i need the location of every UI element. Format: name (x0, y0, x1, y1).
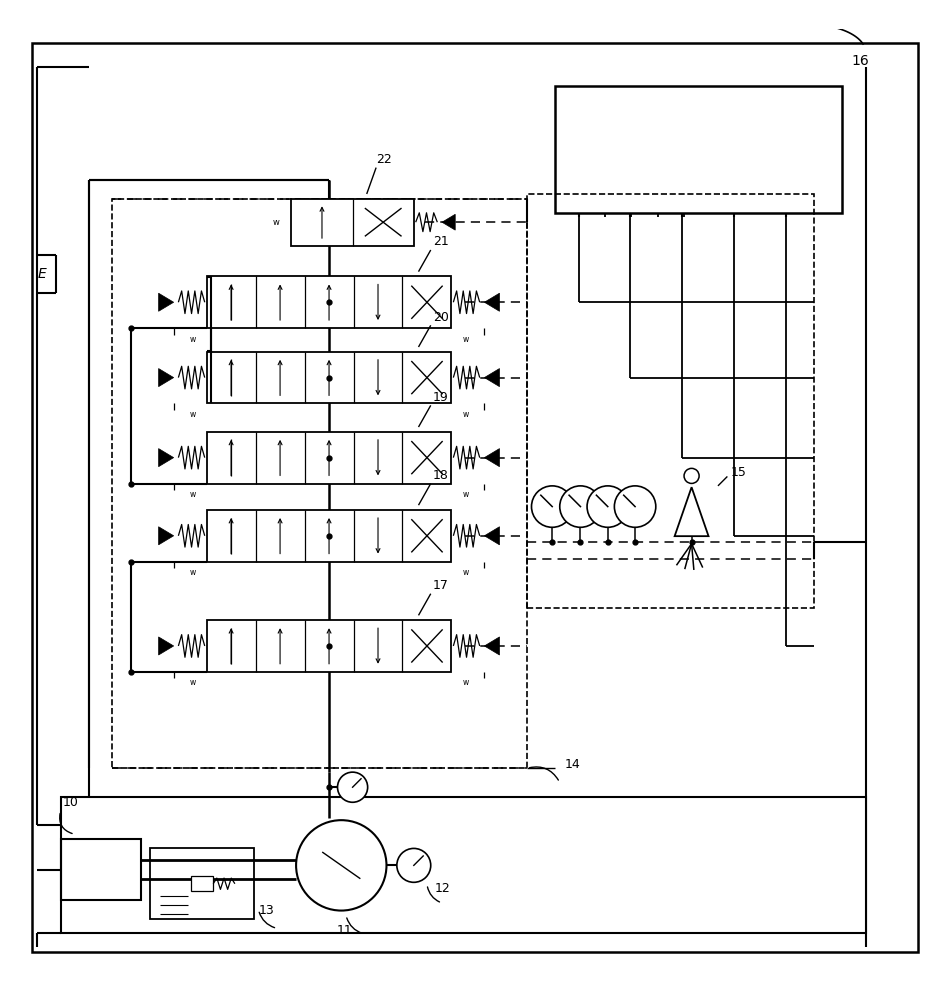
Bar (527, 194, 814, 608)
Bar (206, 620, 451, 672)
Text: 17: 17 (432, 579, 448, 592)
Circle shape (397, 848, 430, 882)
Text: 15: 15 (732, 466, 747, 479)
Text: E: E (37, 267, 46, 281)
Polygon shape (159, 449, 174, 467)
Polygon shape (159, 637, 174, 655)
Bar (206, 432, 451, 484)
Text: w: w (273, 218, 279, 227)
Text: 21: 21 (432, 235, 448, 248)
Bar (61, 797, 865, 933)
Circle shape (587, 486, 629, 527)
Text: 14: 14 (564, 758, 580, 771)
Bar (206, 352, 451, 403)
Circle shape (337, 772, 368, 802)
Bar (263, 820, 470, 914)
Polygon shape (442, 214, 455, 230)
Polygon shape (159, 527, 174, 545)
Text: 13: 13 (258, 904, 275, 917)
Text: 18: 18 (432, 469, 448, 482)
Text: w: w (463, 678, 468, 687)
Bar (150, 848, 254, 919)
Polygon shape (484, 369, 500, 387)
Text: 20: 20 (432, 311, 448, 324)
Text: w: w (463, 490, 468, 499)
Bar (191, 876, 213, 891)
Text: 19: 19 (432, 391, 448, 404)
Circle shape (531, 486, 573, 527)
Text: w: w (189, 335, 196, 344)
Text: w: w (463, 410, 468, 419)
Bar (206, 510, 451, 562)
Text: w: w (463, 335, 468, 344)
Text: w: w (189, 568, 196, 577)
Circle shape (560, 486, 601, 527)
Bar (292, 199, 414, 246)
Bar (206, 276, 451, 328)
Text: w: w (189, 410, 196, 419)
Polygon shape (159, 293, 174, 311)
Circle shape (296, 820, 387, 911)
Bar (112, 199, 527, 768)
Polygon shape (159, 369, 174, 387)
Polygon shape (484, 527, 500, 545)
Text: w: w (463, 568, 468, 577)
Text: w: w (189, 490, 196, 499)
Text: 11: 11 (336, 924, 352, 937)
Text: 22: 22 (376, 153, 392, 166)
Polygon shape (484, 449, 500, 467)
Polygon shape (484, 293, 500, 311)
Polygon shape (484, 637, 500, 655)
Bar (555, 86, 843, 213)
Bar (61, 839, 141, 900)
Circle shape (615, 486, 655, 527)
Text: 16: 16 (851, 54, 869, 68)
Text: w: w (189, 678, 196, 687)
Text: 10: 10 (63, 796, 79, 809)
Text: 12: 12 (434, 882, 450, 895)
